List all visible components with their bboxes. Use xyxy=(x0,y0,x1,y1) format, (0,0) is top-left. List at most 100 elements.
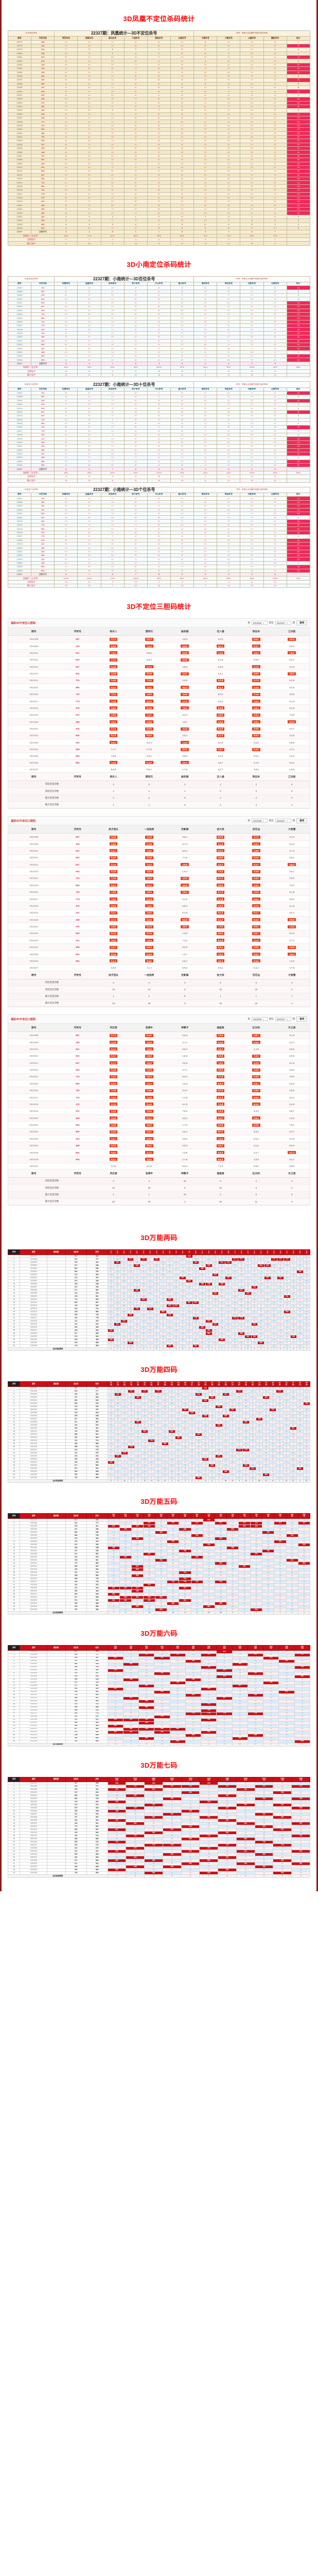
kill-cell: 9√ xyxy=(193,561,218,566)
kill-cell: 5√ xyxy=(170,214,195,219)
kill-cell: 1√ xyxy=(193,432,218,437)
row-draw-number: 578 xyxy=(31,59,55,63)
danma-hit-badge: 3,5,0 xyxy=(145,1054,153,1058)
range-from-select[interactable]: 2022308 xyxy=(251,819,268,823)
row-issue: 22325 xyxy=(7,459,32,464)
kill-cell: 6√ xyxy=(193,158,218,162)
kill-cell: 0√ xyxy=(170,440,195,445)
danma-summary-cell: 0 xyxy=(131,979,167,987)
danma-cell: 4,6,2 xyxy=(131,1073,167,1081)
danma-cell: 0,1,9 xyxy=(274,698,310,705)
danma-cell: 3,8,2 xyxy=(238,1031,274,1039)
query-button[interactable]: 查询 xyxy=(296,1016,307,1022)
kill-cell: 0√ xyxy=(54,62,78,67)
kill-cell: 6√ xyxy=(147,515,171,520)
row-issue: 2022325 xyxy=(8,1149,60,1157)
danma-col-header-3: 一枝独秀 xyxy=(131,825,167,834)
range-from-select[interactable]: 2022308 xyxy=(251,621,268,625)
row-issue: 22308 xyxy=(7,158,32,162)
kill-cell: 6√ xyxy=(100,285,125,290)
danma-summary-cell: 0 xyxy=(238,787,274,795)
row-total: 10 xyxy=(286,142,311,147)
kill-cell: 1√ xyxy=(123,112,148,117)
danma-cell: 7,3,8 xyxy=(274,957,310,965)
danma-hit-badge: 7,5,0 xyxy=(216,1061,225,1065)
table-row: 22303 319 5√ 6√ 4√ 7√ 8√ 2√ 0√ 5√ 6√ 4√ 10 xyxy=(7,139,311,143)
row-issue: 2022309 xyxy=(8,1039,60,1046)
danma-hit-badge: 2,5,9 xyxy=(145,1041,153,1044)
row-draw-number: 087 xyxy=(31,500,55,505)
kill-cell: 8√ xyxy=(147,541,171,547)
table-row: 12 2022308 571 087 34 1 8 15 087 29 36 3 10 17 24 31 38 5… xyxy=(7,1289,311,1293)
kill-cell: 2√ xyxy=(54,108,78,113)
kill-cell: 0√ xyxy=(193,62,218,67)
kill-cell: 4√ xyxy=(170,165,195,170)
row-total: 10 xyxy=(286,169,311,174)
row-issue: 22283 xyxy=(7,62,32,67)
kill-cell: 4√ xyxy=(54,515,78,520)
kill-cell: 7√ xyxy=(263,568,287,573)
kill-cell: 5√ xyxy=(100,150,125,155)
danma-hit-badge: 0,5,6 xyxy=(252,959,260,963)
danma-summary-cell: 2 xyxy=(238,781,274,788)
kill-cell: 5√ xyxy=(123,177,148,181)
kill-cell: 2√ xyxy=(170,211,195,215)
row-draw-number: 128 xyxy=(31,43,55,48)
row-issue: 2022320 xyxy=(8,718,60,726)
kill-cell: 3√ xyxy=(193,304,218,309)
kill-cell: 3√ xyxy=(240,421,264,426)
kill-cell: 9√ xyxy=(170,459,195,464)
range-to-select[interactable]: 2022327 xyxy=(275,621,291,625)
danma-hit-badge: 1,8,5 xyxy=(252,849,260,853)
row-total: 9 xyxy=(286,455,311,460)
row-draw-number: 714 xyxy=(31,523,55,528)
danma-hit-badge: 8,5,1 xyxy=(145,1144,153,1147)
kill-cell: 9√ xyxy=(193,541,218,547)
kill-cell: 3√ xyxy=(263,177,287,181)
kill-table-center-title: 22327期：小南统计—3D个位杀号 xyxy=(54,486,195,494)
row-issue: 22324 xyxy=(7,350,32,355)
kill-cell: 9√ xyxy=(193,331,218,336)
danma-cell: 3,5,0 xyxy=(131,1053,167,1060)
kill-cell: 6√ xyxy=(217,327,241,332)
kill-cell: 4√ xyxy=(217,173,241,178)
summary-cell: 11 xyxy=(77,474,101,479)
table-row: 2022308 087 4,7,3 6,0,3 4,6,5 3,2,5 6,5,1 0,5,2 xyxy=(8,635,310,643)
danma-cell: 5,0,6 xyxy=(238,753,274,760)
kill-cell: 3√ xyxy=(123,546,148,550)
summary-cell: 19 xyxy=(147,372,171,378)
row-draw-number: 304 xyxy=(59,923,96,930)
summary-label: 准确率（全对率） xyxy=(7,576,55,581)
danma-cell: 2,1,5 xyxy=(238,1142,274,1149)
danma-cell: 2,1,8 xyxy=(238,759,274,767)
range-to-select[interactable]: 2022327 xyxy=(275,819,291,823)
table-row: 22287 512 9√ 4√ 3√ 0√ 8√ 6√ 4√ 9√ 7√ 3√ 10 xyxy=(7,78,311,82)
query-button[interactable]: 查询 xyxy=(296,620,307,626)
kill-cell: 7√ xyxy=(193,116,218,121)
kill-cell: 3√ xyxy=(100,43,125,48)
kill-cell: 0√ xyxy=(263,519,287,524)
range-from-select[interactable]: 2022308 xyxy=(251,1017,268,1022)
danma-hit-badge: 7,3,8 xyxy=(216,1103,225,1106)
row-issue: 2022325 xyxy=(8,951,60,958)
danma-hit-badge: 7,4,2 xyxy=(145,645,153,648)
row-draw-number: 184 xyxy=(31,108,55,113)
summary-row: 准确率（全对率） 89% 95% 84% 95% 100% 95% 84% 95% 100% 95%… xyxy=(7,470,311,476)
kill-cell: 2√ xyxy=(100,289,125,294)
row-issue: 22325 xyxy=(7,222,32,227)
danma-hit-badge: 4,3,6 xyxy=(181,884,189,887)
kill-cell: 3√ xyxy=(147,421,171,426)
row-issue: 22279 xyxy=(7,47,32,52)
query-button[interactable]: 查询 xyxy=(296,818,307,824)
row-draw-number: 512 xyxy=(31,78,55,82)
range-to-select[interactable]: 2022327 xyxy=(275,1017,291,1022)
summary-cell: 80% xyxy=(123,233,148,239)
row-total: 10 xyxy=(286,391,311,396)
danma-hit-badge: 0,6,3 xyxy=(145,734,153,737)
table-row: 22315 894 1√ 2√ 6√ 2√ 5√ 8√ 6√ 8√ 3√ 1√ 10 xyxy=(7,527,311,531)
current-total xyxy=(286,467,311,471)
kill-cell: 6√ xyxy=(240,319,264,325)
danma-col-header-0: 期号 xyxy=(8,628,60,636)
kill-cell: 7√ xyxy=(100,74,125,79)
